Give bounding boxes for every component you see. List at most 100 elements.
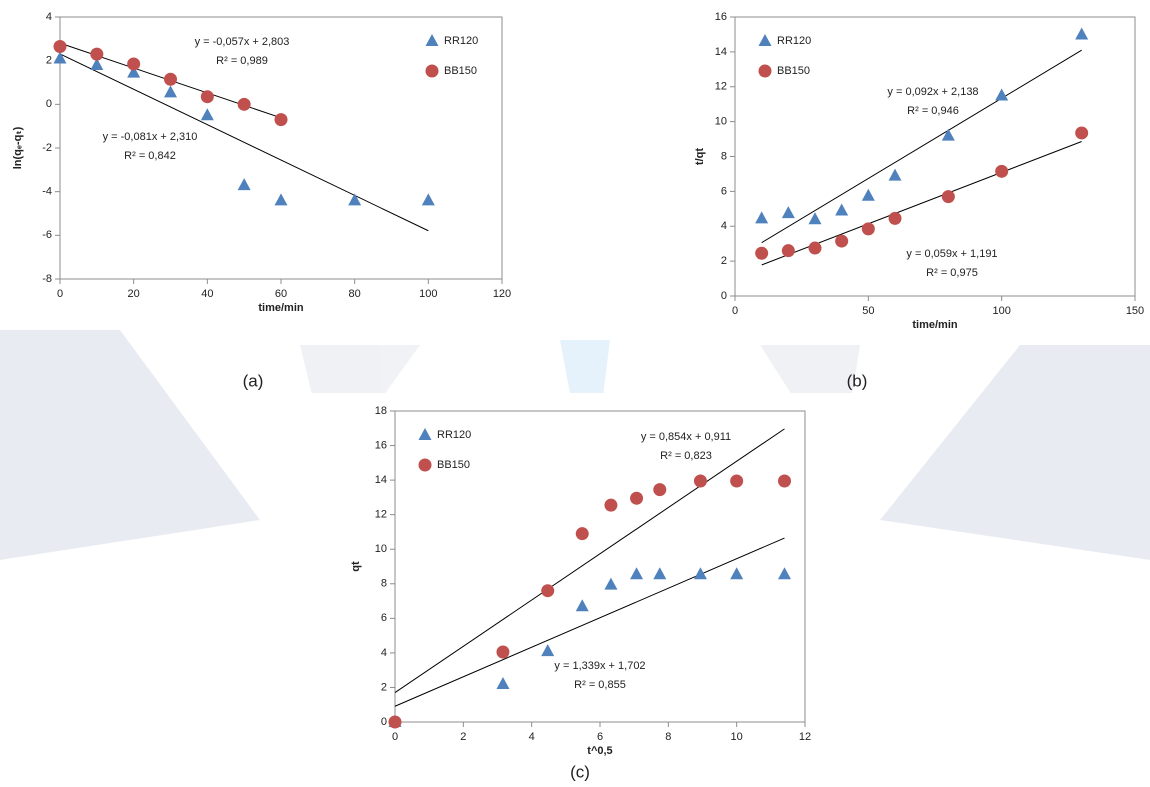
point bbox=[781, 244, 795, 258]
trendline-equation: y = 0,854x + 0,911 bbox=[641, 431, 731, 443]
point bbox=[90, 47, 104, 61]
legend-marker bbox=[425, 64, 439, 78]
y-axis-title: qt bbox=[350, 561, 362, 572]
point bbox=[237, 178, 251, 191]
y-tick-label: 6 bbox=[381, 612, 387, 624]
y-tick-label: 4 bbox=[46, 11, 52, 23]
legend-label: BB150 bbox=[777, 65, 810, 77]
point bbox=[604, 498, 618, 512]
trendline-r2: R² = 0,842 bbox=[124, 150, 176, 162]
legend-label: RR120 bbox=[777, 35, 811, 47]
y-tick-label: 4 bbox=[721, 220, 727, 232]
y-tick-label: 2 bbox=[381, 681, 387, 693]
trendline bbox=[394, 537, 785, 707]
x-axis-title: time/min bbox=[258, 302, 304, 314]
point bbox=[995, 88, 1009, 101]
trendline-r2: R² = 0,855 bbox=[574, 679, 626, 691]
point bbox=[1075, 126, 1089, 140]
point bbox=[755, 246, 769, 260]
point bbox=[835, 234, 849, 248]
x-tick-label: 20 bbox=[128, 288, 140, 300]
point bbox=[90, 58, 104, 71]
point bbox=[541, 584, 555, 598]
point bbox=[755, 211, 769, 224]
y-tick-label: 16 bbox=[375, 439, 387, 451]
x-tick-label: 60 bbox=[275, 288, 287, 300]
legend-label: RR120 bbox=[437, 429, 471, 441]
point bbox=[653, 567, 667, 580]
point bbox=[127, 57, 141, 71]
point bbox=[496, 676, 510, 689]
y-tick-label: -6 bbox=[42, 229, 52, 241]
legend-marker bbox=[758, 64, 772, 78]
legend-marker bbox=[425, 34, 439, 46]
point bbox=[53, 39, 67, 53]
point bbox=[808, 212, 822, 225]
watermark-shape bbox=[880, 345, 1150, 560]
legend-label: RR120 bbox=[444, 35, 478, 47]
trendline-r2: R² = 0,946 bbox=[907, 105, 959, 117]
point bbox=[941, 190, 955, 204]
trendline-r2: R² = 0,975 bbox=[926, 267, 978, 279]
x-tick-label: 100 bbox=[992, 305, 1010, 317]
chart: 0 20 40 60 80 100 120 -8 -6 -4 -2 0 2 4 time/min ln(qₑ-… bbox=[0, 0, 520, 330]
y-tick-label: 0 bbox=[46, 98, 52, 110]
x-tick-label: 40 bbox=[201, 288, 213, 300]
y-tick-label: 10 bbox=[715, 116, 727, 128]
point bbox=[541, 644, 555, 657]
trendline-equation: y = 0,059x + 1,191 bbox=[906, 248, 997, 260]
y-tick-label: 10 bbox=[375, 543, 387, 555]
point bbox=[348, 193, 362, 206]
chart-background bbox=[690, 0, 1150, 345]
y-tick-label: 6 bbox=[721, 185, 727, 197]
point bbox=[388, 715, 402, 729]
point bbox=[53, 51, 67, 64]
y-axis-title: ln(qₑ-qₜ) bbox=[12, 126, 24, 169]
point bbox=[778, 567, 791, 580]
legend-label: BB150 bbox=[437, 459, 470, 471]
point bbox=[730, 567, 744, 580]
point bbox=[164, 85, 177, 98]
point bbox=[1075, 27, 1089, 40]
trendline bbox=[761, 49, 1082, 244]
y-tick-label: 14 bbox=[715, 46, 727, 58]
x-tick-label: 10 bbox=[731, 731, 743, 743]
point bbox=[496, 645, 510, 659]
point bbox=[941, 128, 955, 141]
y-tick-label: -2 bbox=[42, 142, 52, 154]
y-tick-label: 2 bbox=[46, 55, 52, 67]
x-tick-label: 150 bbox=[1126, 305, 1144, 317]
point bbox=[575, 527, 589, 541]
trendline-equation: y = 1,339x + 1,702 bbox=[554, 660, 645, 672]
point bbox=[274, 193, 288, 206]
y-axis-title: t/qt bbox=[694, 148, 706, 165]
x-tick-label: 4 bbox=[529, 731, 535, 743]
point bbox=[778, 474, 791, 488]
point bbox=[730, 474, 744, 488]
y-tick-label: 16 bbox=[715, 11, 727, 23]
chart: 0 2 4 6 8 10 12 0 2 4 6 8 10 12 14 16 18 t^0,5 qt y = 0,854… bbox=[292, 393, 860, 757]
point bbox=[861, 188, 875, 201]
point bbox=[127, 65, 141, 78]
point bbox=[164, 72, 177, 86]
point bbox=[630, 491, 644, 505]
trendline-equation: y = -0,081x + 2,310 bbox=[103, 131, 198, 143]
x-tick-label: 50 bbox=[862, 305, 874, 317]
point bbox=[274, 113, 288, 127]
watermark-shape bbox=[0, 330, 260, 560]
x-tick-label: 8 bbox=[665, 731, 671, 743]
caption: (b) bbox=[847, 371, 868, 390]
chart: 0 50 100 150 0 2 4 6 8 10 12 14 16 time/min t/qt y = 0,… bbox=[690, 0, 1150, 345]
point bbox=[237, 97, 251, 111]
trendline-r2: R² = 0,989 bbox=[216, 55, 268, 67]
y-tick-label: 18 bbox=[375, 405, 387, 417]
y-tick-label: 14 bbox=[375, 474, 387, 486]
y-tick-label: 2 bbox=[721, 255, 727, 267]
x-tick-label: 0 bbox=[732, 305, 738, 317]
x-tick-label: 2 bbox=[460, 731, 466, 743]
point bbox=[693, 567, 707, 580]
trendline bbox=[394, 428, 785, 694]
x-axis-title: time/min bbox=[912, 319, 958, 331]
x-tick-label: 6 bbox=[597, 731, 603, 743]
legend-label: BB150 bbox=[444, 65, 477, 77]
